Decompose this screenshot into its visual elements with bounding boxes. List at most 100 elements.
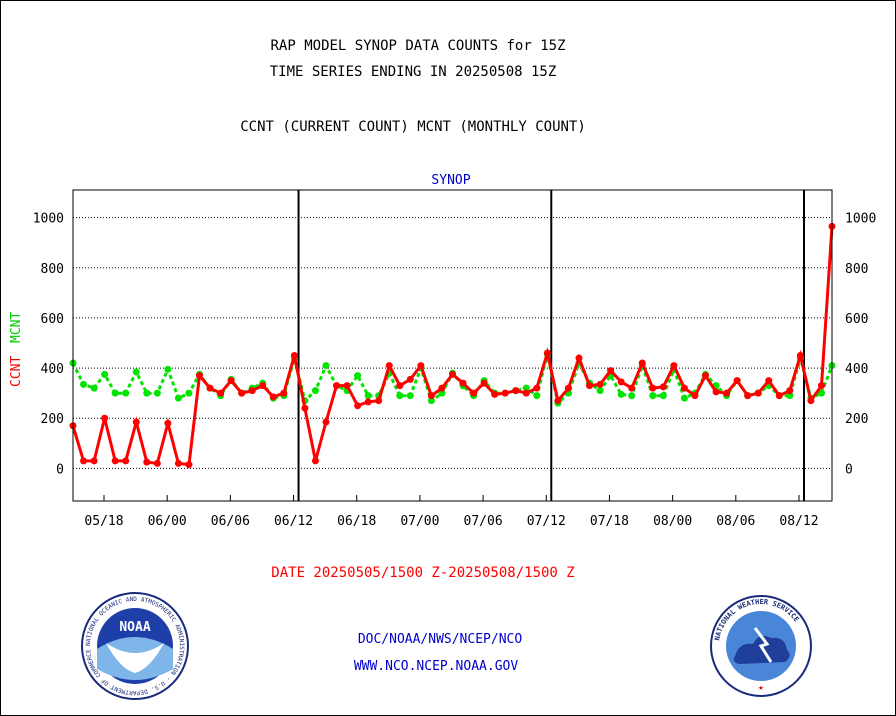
ccnt-point xyxy=(659,383,667,391)
ccnt-point xyxy=(354,402,362,410)
ccnt-point xyxy=(290,352,298,360)
y-tick-label-right: 800 xyxy=(845,262,868,277)
ccnt-point xyxy=(185,461,193,469)
mcnt-point xyxy=(164,365,172,373)
mcnt-point xyxy=(143,389,151,397)
x-tick-label: 07/06 xyxy=(464,514,503,529)
ccnt-point xyxy=(375,397,383,405)
ccnt-point xyxy=(575,354,583,362)
ccnt-point xyxy=(670,362,678,370)
ccnt-point xyxy=(786,387,794,395)
x-tick-label: 06/12 xyxy=(274,514,313,529)
y-tick-label-left: 600 xyxy=(41,312,64,327)
ccnt-point xyxy=(733,377,741,385)
ccnt-point xyxy=(480,379,488,387)
mcnt-point xyxy=(311,387,319,395)
ccnt-point xyxy=(385,362,393,370)
ccnt-point xyxy=(396,382,404,390)
ccnt-point xyxy=(90,457,98,465)
ccnt-point xyxy=(206,384,214,392)
mcnt-point xyxy=(101,370,109,378)
ccnt-point xyxy=(343,382,351,390)
ccnt-point xyxy=(617,378,625,386)
mcnt-point xyxy=(533,392,541,400)
ccnt-point xyxy=(765,377,773,385)
ccnt-point xyxy=(533,384,541,392)
ccnt-series xyxy=(69,222,836,469)
mcnt-series xyxy=(69,350,836,407)
mcnt-point xyxy=(90,384,98,392)
mcnt-point xyxy=(438,389,446,397)
x-tick-label: 08/12 xyxy=(779,514,818,529)
ccnt-point xyxy=(459,379,467,387)
y-tick-label-left: 1000 xyxy=(33,212,64,227)
ccnt-point xyxy=(111,457,119,465)
y-tick-label-right: 200 xyxy=(845,412,868,427)
x-tick-label: 07/12 xyxy=(527,514,566,529)
ccnt-point xyxy=(607,367,615,375)
ccnt-point xyxy=(449,370,456,378)
mcnt-point xyxy=(617,390,625,398)
ccnt-point xyxy=(227,377,235,385)
mcnt-point xyxy=(659,392,667,400)
ccnt-point xyxy=(512,387,520,395)
ccnt-point xyxy=(501,389,509,397)
ccnt-point xyxy=(775,392,783,400)
ccnt-point xyxy=(754,389,762,397)
ccnt-point xyxy=(417,362,425,370)
mcnt-point xyxy=(649,392,657,400)
ccnt-point xyxy=(80,457,88,465)
mcnt-point xyxy=(628,392,636,400)
ccnt-point xyxy=(723,389,731,397)
noaa-logo: NOAA NATIONAL OCEANIC AND ATMOSPHERIC AD… xyxy=(80,591,189,700)
grid-lines xyxy=(73,217,832,469)
ccnt-point xyxy=(438,384,446,392)
ccnt-point xyxy=(554,397,562,405)
ccnt-point xyxy=(564,384,572,392)
ccnt-point xyxy=(311,457,319,465)
mcnt-point xyxy=(132,368,140,376)
ylabel-ccnt: CCNT xyxy=(9,356,24,387)
mcnt-point xyxy=(596,387,604,395)
ccnt-point xyxy=(196,372,203,380)
ccnt-point xyxy=(238,389,246,397)
ccnt-point xyxy=(333,382,341,390)
nws-logo: NATIONAL WEATHER SERVICE ★ xyxy=(710,595,812,697)
ccnt-point xyxy=(101,414,109,422)
ccnt-point xyxy=(280,389,288,397)
ccnt-point xyxy=(259,382,267,390)
website-link[interactable]: WWW.NCO.NCEP.NOAA.GOV xyxy=(353,659,519,674)
ccnt-point xyxy=(712,388,720,396)
chart-title: RAP MODEL SYNOP DATA COUNTS for 15Z xyxy=(270,38,566,54)
ccnt-point xyxy=(364,398,372,406)
mcnt-point xyxy=(786,392,794,400)
ylabel-mcnt: MCNT xyxy=(9,312,24,343)
mcnt-point xyxy=(406,392,414,400)
mcnt-point xyxy=(122,389,130,397)
ccnt-point xyxy=(680,384,688,392)
mcnt-point xyxy=(396,392,404,400)
y-tick-label-left: 400 xyxy=(41,362,64,377)
nws-star-icon: ★ xyxy=(758,683,764,693)
mcnt-point xyxy=(322,362,330,370)
ccnt-point xyxy=(649,384,657,392)
mcnt-point xyxy=(111,389,119,397)
y-tick-label-left: 800 xyxy=(41,262,64,277)
ccnt-point xyxy=(491,390,499,398)
x-tick-label: 07/18 xyxy=(590,514,629,529)
mcnt-point xyxy=(354,372,362,380)
ccnt-point xyxy=(807,397,815,405)
x-tick-labels: 05/18 06/00 06/06 06/12 06/18 07/00 07/06 07/12… xyxy=(84,495,819,529)
ccnt-line xyxy=(71,226,834,467)
org-link[interactable]: DOC/NOAA/NWS/NCEP/NCO xyxy=(357,632,523,647)
plot-border xyxy=(72,189,833,502)
chart-title-line-2: TIME SERIES ENDING IN 20250508 15Z xyxy=(269,64,557,80)
ccnt-point xyxy=(122,457,130,465)
ccnt-point xyxy=(164,419,172,427)
ccnt-point xyxy=(638,359,646,367)
ccnt-point xyxy=(596,380,604,388)
ccnt-point xyxy=(691,392,699,400)
x-tick-label: 08/00 xyxy=(653,514,692,529)
mcnt-point xyxy=(185,389,193,397)
ccnt-point xyxy=(143,458,151,466)
